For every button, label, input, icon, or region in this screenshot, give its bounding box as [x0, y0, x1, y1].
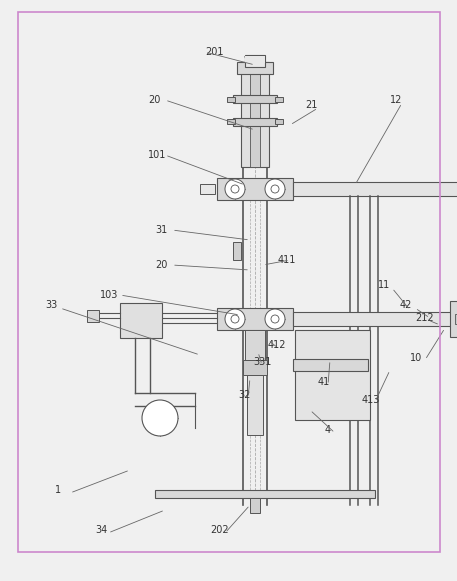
- Bar: [293, 312, 453, 326]
- Text: 42: 42: [400, 300, 412, 310]
- Bar: [245, 55, 265, 67]
- Text: 331: 331: [253, 357, 271, 367]
- Text: 202: 202: [210, 525, 228, 535]
- Text: 413: 413: [362, 395, 380, 405]
- Text: 41: 41: [318, 377, 330, 387]
- Bar: [200, 184, 215, 194]
- Bar: [245, 330, 265, 360]
- Bar: [217, 178, 293, 200]
- Bar: [275, 97, 283, 102]
- Text: 1: 1: [55, 485, 61, 495]
- Circle shape: [225, 179, 245, 199]
- Text: 11: 11: [378, 280, 390, 290]
- Bar: [243, 360, 267, 375]
- Text: 20: 20: [155, 260, 167, 270]
- Circle shape: [265, 309, 285, 329]
- Text: 12: 12: [390, 95, 402, 105]
- Text: 21: 21: [305, 100, 317, 110]
- Circle shape: [231, 185, 239, 193]
- Bar: [217, 308, 293, 330]
- Bar: [245, 56, 265, 63]
- Bar: [293, 359, 368, 371]
- Bar: [227, 119, 235, 124]
- Circle shape: [271, 185, 279, 193]
- Text: 32: 32: [238, 390, 250, 400]
- Bar: [155, 490, 375, 498]
- Bar: [247, 375, 263, 435]
- Text: 31: 31: [155, 225, 167, 235]
- Bar: [227, 97, 235, 102]
- Circle shape: [271, 315, 279, 323]
- Bar: [233, 242, 241, 260]
- Bar: [87, 310, 99, 322]
- Bar: [250, 62, 260, 167]
- Bar: [233, 95, 277, 103]
- Text: 4: 4: [325, 425, 331, 435]
- Bar: [293, 182, 457, 196]
- Bar: [275, 119, 283, 124]
- Bar: [237, 62, 273, 74]
- Text: 411: 411: [278, 255, 297, 265]
- Bar: [241, 62, 269, 167]
- Bar: [233, 118, 277, 126]
- Bar: [120, 303, 162, 338]
- Text: 33: 33: [45, 300, 57, 310]
- Bar: [450, 301, 457, 337]
- Circle shape: [142, 400, 178, 436]
- Text: 34: 34: [95, 525, 107, 535]
- Bar: [250, 498, 260, 513]
- Text: 10: 10: [410, 353, 422, 363]
- Text: 201: 201: [205, 47, 223, 57]
- Text: 101: 101: [148, 150, 166, 160]
- Circle shape: [231, 315, 239, 323]
- Circle shape: [225, 309, 245, 329]
- Text: 103: 103: [100, 290, 118, 300]
- Circle shape: [265, 179, 285, 199]
- Text: 20: 20: [148, 95, 160, 105]
- Bar: [295, 330, 370, 420]
- Text: 412: 412: [268, 340, 287, 350]
- Text: 212: 212: [415, 313, 434, 323]
- Bar: [455, 314, 457, 324]
